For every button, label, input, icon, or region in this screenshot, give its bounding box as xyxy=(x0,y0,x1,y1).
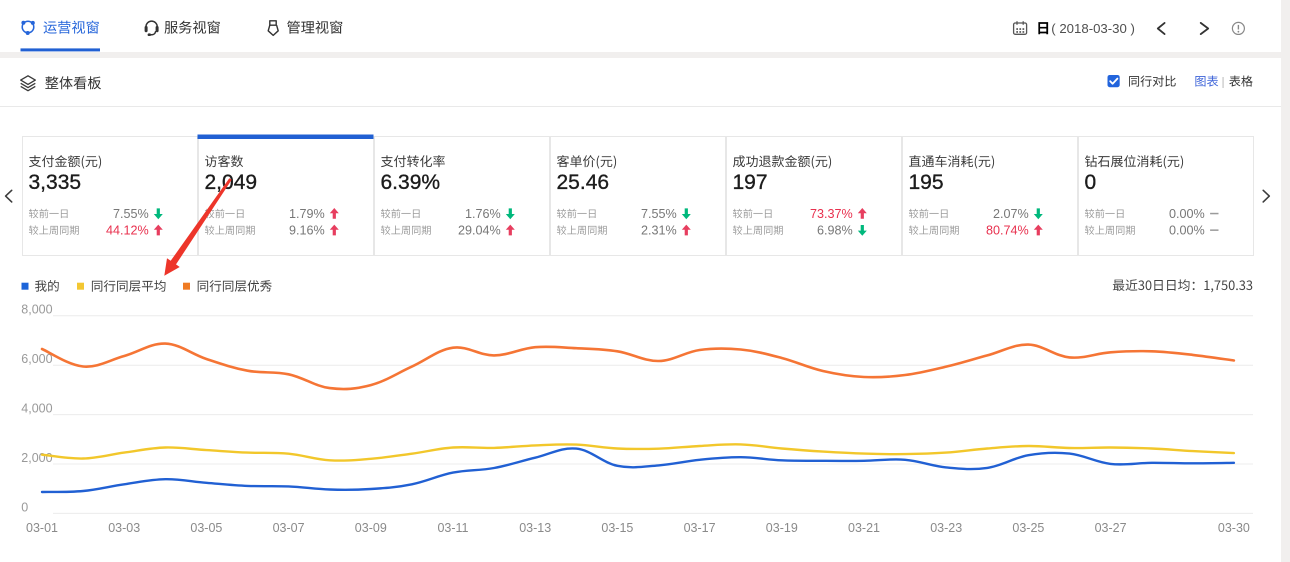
svg-text:73.37%: 73.37% xyxy=(810,207,853,221)
svg-text:03-11: 03-11 xyxy=(437,521,468,535)
svg-text:03-27: 03-27 xyxy=(1095,521,1127,535)
svg-text:8,000: 8,000 xyxy=(21,303,52,317)
svg-text:2,000: 2,000 xyxy=(21,451,52,465)
svg-text:6,000: 6,000 xyxy=(21,352,52,366)
svg-text:03-13: 03-13 xyxy=(519,521,551,535)
svg-text:2,049: 2,049 xyxy=(205,171,258,194)
svg-text:( 2018-03-30 ): ( 2018-03-30 ) xyxy=(1051,21,1135,36)
svg-text:03-05: 03-05 xyxy=(190,521,222,535)
svg-text:29.04%: 29.04% xyxy=(458,224,501,238)
svg-text:3,335: 3,335 xyxy=(29,171,82,194)
svg-text:03-19: 03-19 xyxy=(766,521,798,535)
svg-text:0.00%: 0.00% xyxy=(1169,224,1205,238)
svg-text:0.00%: 0.00% xyxy=(1169,207,1205,221)
svg-text:03-03: 03-03 xyxy=(108,521,140,535)
svg-text:03-01: 03-01 xyxy=(26,521,58,535)
svg-text:7.55%: 7.55% xyxy=(113,207,149,221)
svg-text:197: 197 xyxy=(733,171,768,194)
svg-text:0: 0 xyxy=(1085,171,1097,194)
svg-text:80.74%: 80.74% xyxy=(986,224,1029,238)
svg-text:1.79%: 1.79% xyxy=(289,207,325,221)
svg-text:03-21: 03-21 xyxy=(848,521,880,535)
svg-text:25.46: 25.46 xyxy=(557,171,610,194)
svg-text:6.98%: 6.98% xyxy=(817,224,853,238)
svg-text:|: | xyxy=(1222,75,1225,89)
svg-text:03-23: 03-23 xyxy=(930,521,962,535)
svg-text:03-25: 03-25 xyxy=(1012,521,1044,535)
svg-text:03-09: 03-09 xyxy=(355,521,387,535)
svg-text:2.07%: 2.07% xyxy=(993,207,1029,221)
svg-text:03-15: 03-15 xyxy=(601,521,633,535)
svg-text:44.12%: 44.12% xyxy=(106,224,149,238)
svg-text:7.55%: 7.55% xyxy=(641,207,677,221)
svg-text:6.39%: 6.39% xyxy=(381,171,441,194)
svg-text:9.16%: 9.16% xyxy=(289,224,325,238)
svg-text:03-17: 03-17 xyxy=(684,521,716,535)
svg-text:0: 0 xyxy=(21,500,28,514)
svg-text:03-07: 03-07 xyxy=(273,521,305,535)
svg-text:195: 195 xyxy=(909,171,944,194)
svg-text:1.76%: 1.76% xyxy=(465,207,501,221)
svg-text:03-30: 03-30 xyxy=(1218,521,1250,535)
svg-text:4,000: 4,000 xyxy=(21,402,52,416)
svg-text:2.31%: 2.31% xyxy=(641,224,677,238)
